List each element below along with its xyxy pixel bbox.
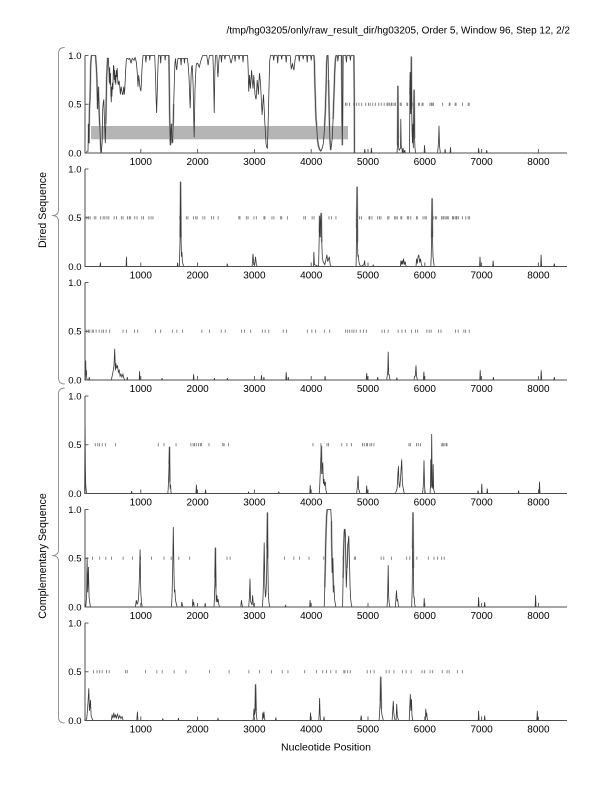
svg-text:7000: 7000 (470, 724, 493, 735)
svg-text:1.0: 1.0 (68, 164, 81, 175)
svg-text:1.0: 1.0 (68, 51, 81, 62)
svg-text:7000: 7000 (470, 384, 493, 395)
svg-text:1000: 1000 (130, 724, 153, 735)
svg-text:4000: 4000 (300, 724, 323, 735)
svg-text:5000: 5000 (357, 724, 380, 735)
svg-text:8000: 8000 (527, 724, 550, 735)
svg-text:8000: 8000 (527, 157, 550, 168)
svg-text:0.5: 0.5 (68, 667, 81, 678)
svg-text:/tmp/hg03205/only/raw_result_d: /tmp/hg03205/only/raw_result_dir/hg03205… (226, 26, 570, 37)
svg-text:2000: 2000 (186, 384, 209, 395)
svg-text:0.5: 0.5 (68, 327, 81, 338)
svg-text:0.0: 0.0 (68, 148, 81, 159)
svg-text:7000: 7000 (470, 270, 493, 281)
svg-text:3000: 3000 (243, 724, 266, 735)
svg-text:6000: 6000 (414, 611, 437, 622)
svg-text:7000: 7000 (470, 611, 493, 622)
svg-text:3000: 3000 (243, 270, 266, 281)
svg-text:0.5: 0.5 (68, 213, 81, 224)
svg-text:1.0: 1.0 (68, 391, 81, 402)
svg-text:4000: 4000 (300, 270, 323, 281)
svg-text:7000: 7000 (470, 497, 493, 508)
svg-text:1000: 1000 (130, 497, 153, 508)
svg-text:5000: 5000 (357, 611, 380, 622)
svg-text:1.0: 1.0 (68, 278, 81, 289)
svg-text:1.0: 1.0 (68, 505, 81, 516)
svg-text:7000: 7000 (470, 157, 493, 168)
svg-text:0.5: 0.5 (68, 100, 81, 111)
svg-text:0.5: 0.5 (68, 440, 81, 451)
svg-text:2000: 2000 (186, 611, 209, 622)
svg-text:8000: 8000 (527, 611, 550, 622)
svg-text:5000: 5000 (357, 497, 380, 508)
svg-text:4000: 4000 (300, 497, 323, 508)
svg-text:1000: 1000 (130, 384, 153, 395)
svg-text:0.0: 0.0 (68, 602, 81, 613)
svg-text:1000: 1000 (130, 270, 153, 281)
svg-text:0.0: 0.0 (68, 716, 81, 727)
svg-text:3000: 3000 (243, 497, 266, 508)
svg-text:2000: 2000 (186, 157, 209, 168)
svg-text:5000: 5000 (357, 384, 380, 395)
svg-text:Nucleotide Position: Nucleotide Position (281, 742, 371, 754)
svg-text:1000: 1000 (130, 611, 153, 622)
svg-text:6000: 6000 (414, 724, 437, 735)
svg-text:2000: 2000 (186, 270, 209, 281)
svg-text:0.0: 0.0 (68, 489, 81, 500)
svg-text:8000: 8000 (527, 270, 550, 281)
svg-text:6000: 6000 (414, 270, 437, 281)
svg-text:Complementary Sequence: Complementary Sequence (37, 493, 49, 619)
svg-text:6000: 6000 (414, 384, 437, 395)
svg-text:5000: 5000 (357, 157, 380, 168)
svg-text:3000: 3000 (243, 384, 266, 395)
svg-text:4000: 4000 (300, 611, 323, 622)
svg-text:6000: 6000 (414, 497, 437, 508)
svg-text:0.0: 0.0 (68, 262, 81, 273)
svg-text:5000: 5000 (357, 270, 380, 281)
svg-text:2000: 2000 (186, 724, 209, 735)
svg-text:4000: 4000 (300, 157, 323, 168)
svg-text:0.5: 0.5 (68, 554, 81, 565)
svg-text:3000: 3000 (243, 611, 266, 622)
svg-text:4000: 4000 (300, 384, 323, 395)
svg-text:2000: 2000 (186, 497, 209, 508)
svg-text:6000: 6000 (414, 157, 437, 168)
svg-text:Dired Sequence: Dired Sequence (37, 172, 49, 248)
svg-text:3000: 3000 (243, 157, 266, 168)
svg-text:1.0: 1.0 (68, 618, 81, 629)
svg-text:8000: 8000 (527, 497, 550, 508)
svg-text:8000: 8000 (527, 384, 550, 395)
svg-text:1000: 1000 (130, 157, 153, 168)
svg-text:0.0: 0.0 (68, 375, 81, 386)
